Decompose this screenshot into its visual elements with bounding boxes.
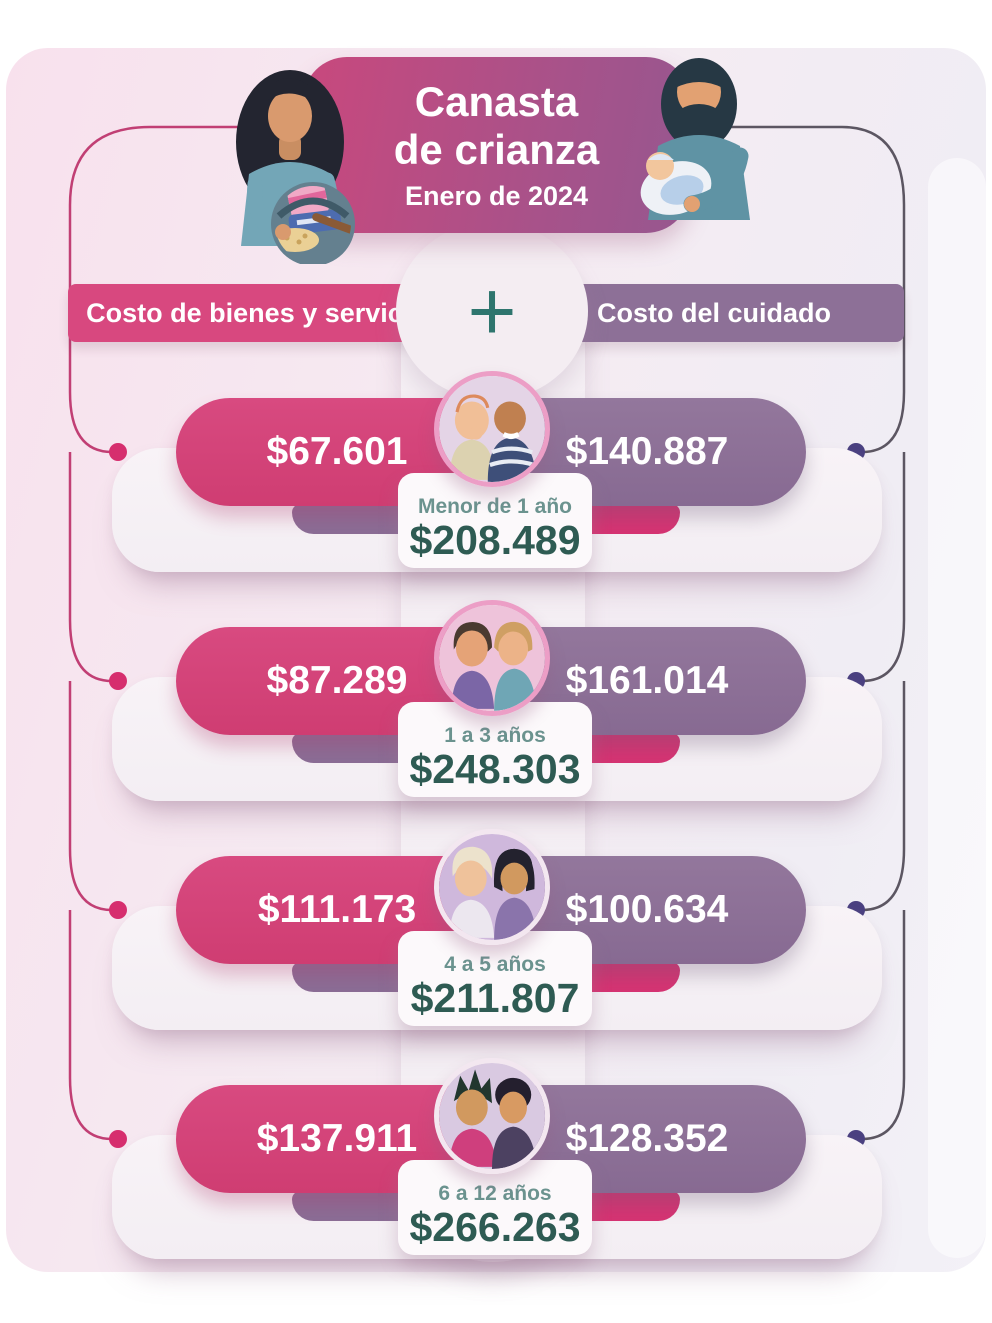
total-value: $266.263 bbox=[409, 1203, 581, 1250]
age-label: 1 a 3 años bbox=[444, 723, 546, 747]
children-illustration-circle bbox=[434, 829, 550, 945]
total-value: $208.489 bbox=[409, 516, 581, 563]
title-subtitle: Enero de 2024 bbox=[404, 180, 589, 211]
plus-icon: + bbox=[467, 264, 517, 358]
age-total-card: 4 a 5 años $211.807 bbox=[398, 931, 592, 1026]
background-right-layer bbox=[928, 158, 986, 1258]
toddlers-illustration-circle bbox=[434, 600, 550, 716]
goods-value: $111.173 bbox=[257, 888, 417, 931]
goods-column-header: Costo de bienes y servicios bbox=[68, 284, 460, 342]
left-rail-dots bbox=[109, 443, 127, 1148]
title-line-1: Canasta bbox=[414, 78, 579, 126]
age-total-card: Menor de 1 año $208.489 bbox=[398, 473, 592, 568]
total-value: $211.807 bbox=[410, 974, 580, 1021]
goods-value: $67.601 bbox=[266, 430, 408, 473]
mother-groceries-illustration bbox=[236, 70, 355, 264]
age-label: 4 a 5 años bbox=[444, 952, 546, 976]
total-value: $248.303 bbox=[409, 745, 581, 792]
plus-background-circle bbox=[396, 222, 588, 400]
goods-column-label: Costo de bienes y servicios bbox=[86, 297, 442, 328]
age-total-card: 1 a 3 años $248.303 bbox=[398, 702, 592, 797]
age-label: 6 a 12 años bbox=[438, 1181, 552, 1205]
care-value: $128.352 bbox=[565, 1117, 729, 1160]
father-baby-illustration bbox=[640, 58, 750, 220]
age-total-card: 6 a 12 años $266.263 bbox=[398, 1160, 592, 1255]
goods-value: $137.911 bbox=[256, 1117, 418, 1160]
babies-illustration-circle bbox=[434, 371, 550, 487]
care-column-label: Costo del cuidado bbox=[596, 297, 831, 328]
preteens-illustration-circle bbox=[434, 1058, 550, 1174]
goods-value: $87.289 bbox=[266, 659, 408, 702]
care-value: $161.014 bbox=[565, 659, 729, 702]
care-value: $100.634 bbox=[565, 888, 729, 931]
care-value: $140.887 bbox=[565, 430, 729, 473]
age-label: Menor de 1 año bbox=[417, 494, 573, 518]
title-line-2: de crianza bbox=[393, 125, 600, 173]
title-box: Canasta de crianza Enero de 2024 bbox=[303, 57, 690, 233]
